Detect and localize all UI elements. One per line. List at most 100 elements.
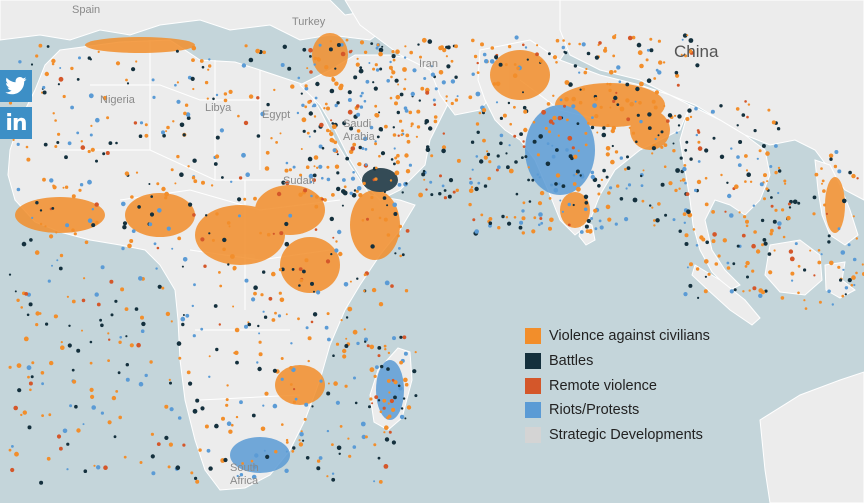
event-dot (581, 42, 586, 47)
event-dot (377, 399, 381, 402)
event-dot (441, 80, 446, 85)
event-dot (472, 218, 476, 222)
event-dot (270, 137, 273, 140)
event-dot (761, 290, 765, 295)
event-dot (279, 132, 282, 135)
event-dot (777, 221, 782, 226)
event-dot (579, 88, 582, 91)
event-dot (605, 175, 609, 179)
event-dot (513, 134, 517, 138)
event-dot (34, 250, 40, 255)
event-dot (337, 229, 342, 235)
event-dot (359, 40, 365, 45)
event-dot (14, 290, 17, 293)
event-dot (316, 290, 321, 295)
event-dot (827, 289, 831, 294)
legend-item-riots-protests[interactable]: Riots/Protests (525, 398, 710, 423)
event-dot (722, 238, 727, 243)
event-dot (586, 51, 591, 56)
legend-swatch (525, 402, 541, 419)
event-dot (654, 137, 657, 141)
event-dot (664, 213, 668, 217)
event-dot (140, 329, 145, 334)
event-dot (338, 251, 343, 257)
event-dot (284, 168, 289, 173)
south-sudan-cluster (255, 185, 325, 235)
event-dot (379, 67, 383, 71)
event-dot (790, 271, 795, 276)
event-dot (342, 348, 347, 354)
event-dot (307, 100, 311, 104)
event-dot (844, 293, 847, 296)
event-dot (837, 265, 841, 269)
event-dot (768, 270, 773, 275)
event-dot (447, 194, 452, 199)
event-dot (631, 131, 636, 135)
event-dot (430, 154, 434, 158)
event-dot (191, 304, 194, 308)
event-dot (288, 168, 292, 172)
event-dot (40, 371, 45, 375)
event-dot (321, 197, 324, 201)
event-dot (232, 305, 235, 308)
event-dot (262, 270, 266, 274)
event-dot (614, 34, 617, 36)
event-dot (572, 203, 575, 207)
event-dot (185, 112, 191, 117)
event-dot (538, 134, 543, 139)
event-dot (423, 77, 427, 80)
event-dot (316, 466, 321, 471)
event-dot (141, 321, 146, 327)
event-dot (399, 254, 403, 258)
event-dot (745, 169, 749, 172)
event-dot (321, 146, 325, 150)
legend-item-violence-against-civilians[interactable]: Violence against civilians (525, 324, 710, 349)
event-dot (607, 217, 612, 222)
event-dot (31, 216, 34, 219)
event-dot (188, 202, 193, 207)
event-dot (688, 283, 693, 288)
event-dot (443, 196, 447, 200)
event-dot (406, 405, 412, 410)
event-dot (378, 302, 384, 307)
event-dot (729, 289, 734, 294)
event-dot (95, 220, 99, 225)
event-dot (243, 120, 249, 126)
event-dot (577, 149, 580, 152)
legend-item-battles[interactable]: Battles (525, 349, 710, 374)
event-dot (751, 243, 756, 249)
event-dot (522, 105, 527, 110)
event-dot (675, 73, 680, 78)
event-dot (278, 268, 282, 272)
event-dot (409, 50, 414, 55)
event-dot (274, 450, 278, 454)
event-dot (850, 283, 854, 287)
event-dot (688, 38, 694, 43)
twitter-share-button[interactable] (0, 70, 32, 102)
event-dot (89, 387, 94, 392)
event-dot (695, 244, 699, 247)
event-dot (386, 416, 390, 420)
event-dot (632, 197, 638, 203)
event-dot (390, 284, 394, 288)
event-dot (125, 78, 128, 82)
event-dot (486, 152, 491, 157)
event-dot (388, 391, 391, 394)
event-dot (325, 259, 331, 264)
event-dot (839, 278, 843, 282)
event-dot (736, 155, 740, 159)
event-dot (20, 306, 24, 309)
linkedin-share-button[interactable]: in (0, 107, 32, 139)
legend-item-strategic-developments[interactable]: Strategic Developments (525, 423, 710, 448)
event-dot (275, 141, 278, 144)
event-dot (285, 450, 288, 453)
event-dot (324, 325, 329, 330)
legend-item-remote-violence[interactable]: Remote violence (525, 373, 710, 398)
event-dot (375, 113, 380, 118)
event-dot (605, 152, 610, 157)
event-dot (297, 76, 301, 80)
event-dot (326, 128, 330, 133)
event-dot (298, 284, 301, 287)
event-dot (347, 306, 353, 312)
event-dot (124, 171, 130, 176)
